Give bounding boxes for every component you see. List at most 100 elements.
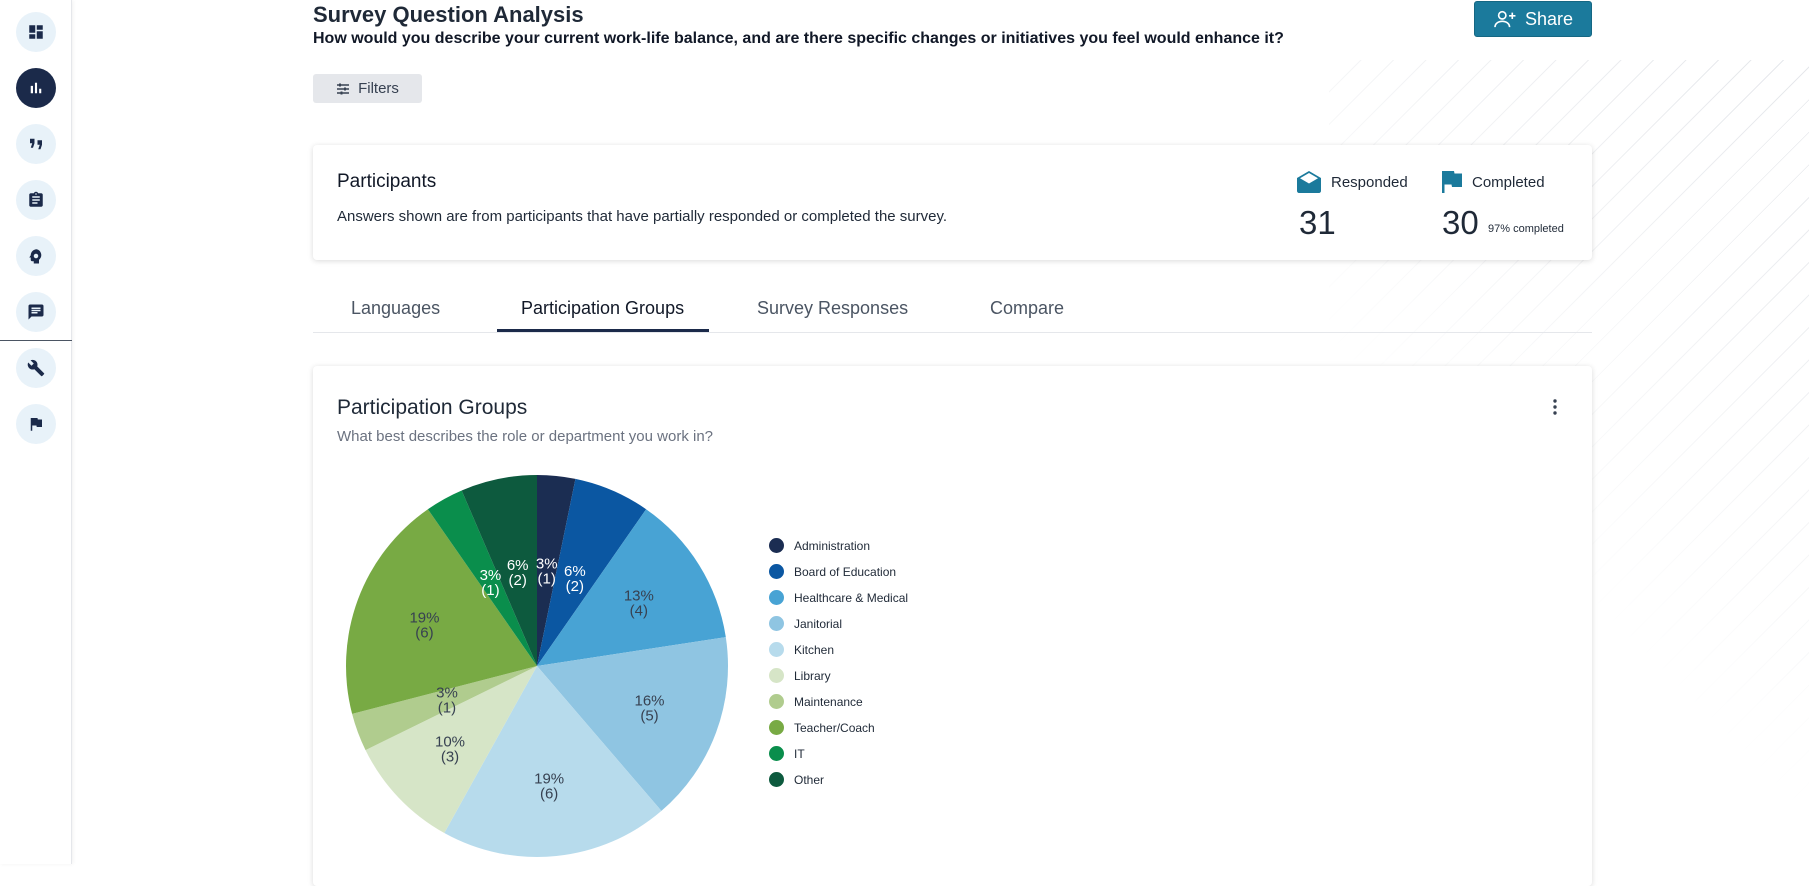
tab-survey-responses[interactable]: Survey Responses	[757, 298, 909, 318]
more-options-button[interactable]	[1545, 397, 1565, 417]
slice-label-janitorial-percent: 16%	[635, 693, 665, 710]
pie-slice-healthcare-medical	[537, 509, 726, 666]
open-envelope-icon	[1297, 171, 1321, 193]
sidebar-divider	[0, 340, 72, 341]
pie-chart: 3%(1) 6%(2)13%(4)16%(5)19%(6)10%(3)3%(1)1…	[346, 475, 728, 857]
tab-languages[interactable]: Languages	[351, 298, 441, 318]
participants-description: Answers shown are from participants that…	[337, 208, 948, 225]
participation-groups-card: Participation Groups What best describes…	[313, 366, 1592, 886]
kebab-menu-icon	[1553, 399, 1557, 415]
slice-label-library-percent: 10%	[435, 734, 465, 751]
responded-stat: Responded	[1297, 171, 1408, 193]
slice-label-library-count: (3)	[441, 749, 459, 766]
slice-label-maintenance-percent: 3%	[436, 684, 458, 701]
flag-icon	[30, 418, 42, 431]
legend-label: Healthcare & Medical	[794, 590, 909, 605]
slice-label-other-percent: 6%	[507, 557, 529, 574]
pie-slice-maintenance	[352, 666, 537, 751]
legend-label: Library	[794, 668, 831, 683]
add-user-icon	[1494, 10, 1516, 28]
slice-label-board-of-education-count: (2)	[566, 578, 584, 595]
legend-swatch	[769, 746, 784, 761]
completed-label: Completed	[1472, 173, 1545, 191]
completed-percentage: 97% completed	[1488, 223, 1564, 235]
legend-swatch	[769, 564, 784, 579]
legend-swatch	[769, 616, 784, 631]
legend-label: Janitorial	[794, 616, 843, 631]
sidebar-item-quotes[interactable]	[16, 124, 56, 164]
legend-item-library[interactable]: Library	[769, 668, 831, 683]
participants-card: Participants Answers shown are from part…	[313, 145, 1592, 260]
filters-button[interactable]: Filters	[313, 74, 422, 103]
legend-label: Administration	[794, 538, 871, 553]
pie-slice-kitchen	[444, 666, 662, 857]
share-button[interactable]: Share	[1474, 1, 1592, 37]
sidebar-item-insights[interactable]	[16, 236, 56, 276]
legend-swatch	[769, 668, 784, 683]
sidebar-item-analytics[interactable]	[16, 68, 56, 108]
sidebar-item-surveys[interactable]	[16, 180, 56, 220]
legend-label: Board of Education	[794, 564, 897, 579]
legend-item-healthcare-medical[interactable]: Healthcare & Medical	[769, 590, 908, 605]
sidebar-item-tools[interactable]	[16, 348, 56, 388]
slice-label-healthcare-medical-percent: 13%	[624, 588, 654, 605]
legend-label: Teacher/Coach	[794, 720, 875, 735]
quote-icon	[30, 138, 42, 150]
share-label: Share	[1524, 8, 1574, 29]
pie-slice-board-of-education	[537, 478, 647, 666]
legend-item-maintenance[interactable]: Maintenance	[769, 694, 863, 709]
legend-swatch	[769, 538, 784, 553]
pie-slice-it	[427, 490, 537, 666]
slice-label-kitchen-percent: 19%	[534, 770, 564, 787]
slice-label-administration-percent: 3%	[536, 555, 558, 572]
filters-icon	[337, 83, 350, 94]
filters-label: Filters	[358, 80, 399, 97]
head-idea-icon	[29, 249, 42, 264]
legend-label: Kitchen	[794, 642, 835, 657]
chat-icon	[28, 304, 44, 320]
slice-label-it-count: (1)	[481, 582, 499, 599]
legend-item-it[interactable]: IT	[769, 746, 805, 761]
slice-label-other-count: (2)	[509, 572, 527, 589]
groups-title: Participation Groups	[337, 396, 528, 419]
completed-value: 30	[1442, 204, 1479, 241]
tab-compare[interactable]: Compare	[990, 298, 1065, 318]
legend-item-board-of-education[interactable]: Board of Education	[769, 564, 896, 579]
slice-label-teacher-coach-count: (6)	[415, 624, 433, 641]
pie-slice-janitorial	[537, 637, 728, 811]
page-title: Survey Question Analysis	[313, 2, 584, 27]
pie-slice-administration	[537, 475, 576, 666]
legend-item-kitchen[interactable]: Kitchen	[769, 642, 834, 657]
slice-label-teacher-coach-percent: 19%	[409, 609, 439, 626]
slice-label-board-of-education-percent: 6%	[564, 563, 586, 580]
slice-label-maintenance-count: (1)	[438, 699, 456, 716]
pie-slice-other	[461, 475, 537, 666]
legend-swatch	[769, 720, 784, 735]
tab-bar: Languages Participation Groups Survey Re…	[313, 286, 1592, 333]
sidebar-item-dashboard[interactable]	[16, 12, 56, 52]
sidebar-item-goals[interactable]	[16, 404, 56, 444]
tab-participation-groups[interactable]: Participation Groups	[521, 298, 685, 318]
slice-label-healthcare-medical-count: (4)	[630, 603, 648, 620]
sidebar-item-messages[interactable]	[16, 292, 56, 332]
clipboard-icon	[29, 191, 43, 207]
legend-label: Other	[794, 772, 825, 787]
legend-swatch	[769, 590, 784, 605]
legend-item-other[interactable]: Other	[769, 772, 824, 787]
pie-slice-teacher-coach	[346, 509, 537, 714]
legend-swatch	[769, 772, 784, 787]
pie-slice-library	[365, 666, 537, 834]
dashboard-icon	[29, 25, 43, 39]
legend-item-administration[interactable]: Administration	[769, 538, 870, 553]
slice-label-janitorial-count: (5)	[640, 708, 658, 725]
completed-stat: Completed	[1442, 171, 1545, 193]
slice-label-administration-count: (1)	[538, 570, 556, 587]
sidebar	[0, 0, 72, 864]
responded-value: 31	[1299, 204, 1336, 241]
legend-item-teacher-coach[interactable]: Teacher/Coach	[769, 720, 875, 735]
active-tab-indicator	[497, 329, 709, 332]
survey-question: How would you describe your current work…	[313, 30, 1284, 47]
legend-label: IT	[794, 746, 805, 761]
legend-label: Maintenance	[794, 694, 863, 709]
legend-item-janitorial[interactable]: Janitorial	[769, 616, 842, 631]
